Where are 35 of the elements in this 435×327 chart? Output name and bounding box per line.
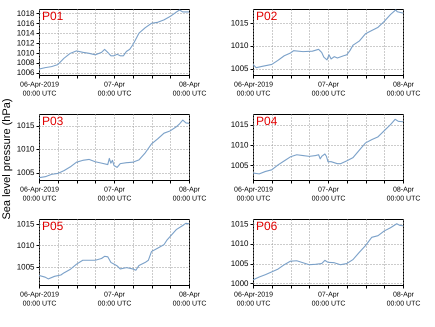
y-tick-label: 1015: [16, 219, 36, 228]
y-tick-label: 1005: [230, 64, 250, 74]
y-axis-title: Sea level pressure (hPa): [1, 98, 13, 220]
y-tick-label: 1000: [230, 278, 250, 288]
line-series: [39, 222, 189, 280]
y-tick-label: 1010: [230, 41, 250, 50]
y-tick-label: 1010: [230, 140, 250, 150]
chart-title: P05: [42, 219, 64, 233]
y-tick-label: 1015: [230, 219, 250, 228]
y-tick-label: 1015: [16, 121, 36, 130]
chart-title: P01: [42, 9, 64, 23]
line-series: [253, 118, 403, 174]
line-series: [39, 9, 189, 70]
y-tick-label: 1015: [230, 120, 250, 130]
y-tick-label: 1005: [16, 168, 36, 178]
chart-title: P06: [256, 219, 278, 233]
y-tick-label: 1014: [16, 28, 36, 38]
y-tick-label: 1010: [16, 144, 36, 154]
y-tick-label: 1006: [16, 68, 36, 78]
y-tick-label: 1010: [16, 48, 36, 58]
y-tick-label: 1010: [16, 240, 36, 250]
y-tick-label: 1005: [230, 259, 250, 268]
y-tick-label: 1015: [230, 18, 250, 28]
line-series: [253, 223, 403, 280]
y-tick-label: 1005: [230, 160, 250, 170]
y-tick-label: 1012: [16, 38, 36, 48]
chart-title: P04: [256, 114, 278, 128]
chart-title: P03: [42, 114, 64, 128]
y-tick-label: 1010: [230, 239, 250, 248]
line-series: [253, 9, 403, 68]
y-tick-label: 1008: [16, 58, 36, 68]
y-tick-label: 1005: [16, 262, 36, 272]
chart-title: P02: [256, 9, 278, 23]
y-tick-label: 1018: [16, 8, 36, 18]
y-tick-label: 1016: [16, 18, 36, 28]
